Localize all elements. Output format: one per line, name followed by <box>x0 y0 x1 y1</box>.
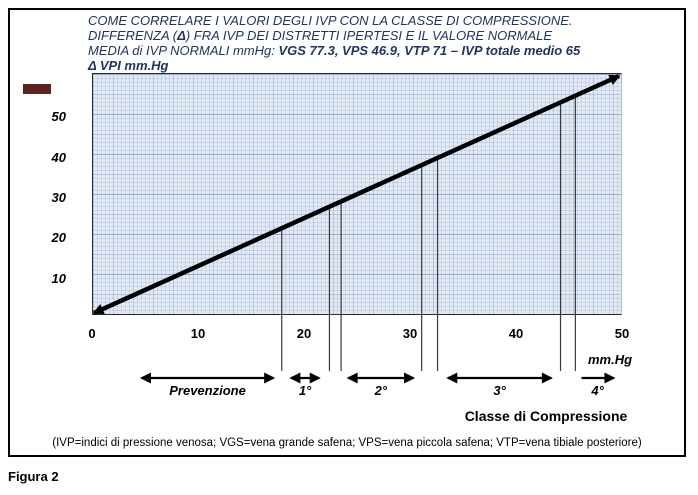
y-axis-title: Δ VPI mm.Hg <box>88 58 169 73</box>
x-unit-label: mm.Hg <box>587 352 633 367</box>
x-axis-title: Classe di Compressione <box>464 408 628 424</box>
figure-border-box: COME CORRELARE I VALORI DEGLI IVP CON LA… <box>8 8 686 457</box>
title-line: COME CORRELARE I VALORI DEGLI IVP CON LA… <box>88 13 573 28</box>
x-tick-label: 40 <box>508 326 524 341</box>
x-tick-label: 0 <box>88 326 96 341</box>
x-tick-label: 30 <box>402 326 418 341</box>
y-tick-label: 20 <box>51 230 66 246</box>
series-line <box>92 73 621 316</box>
y-tick-label: 40 <box>51 149 66 165</box>
delta-vpi-line <box>92 73 621 316</box>
figure-number-label: Figura 2 <box>8 469 59 484</box>
y-tick-label: 10 <box>51 270 66 286</box>
figure-title: COME CORRELARE I VALORI DEGLI IVP CON LA… <box>88 13 673 73</box>
class-label: 1° <box>298 383 312 398</box>
figure-caption: (IVP=indici di pressione venosa; VGS=ven… <box>52 437 642 449</box>
class-label: 4° <box>591 383 604 398</box>
y-tick-label: 50 <box>51 109 66 125</box>
class-label: 2° <box>374 383 388 398</box>
y-tick-label: 30 <box>51 190 66 205</box>
title-line: MEDIA di IVP NORMALI mmHg: VGS 77.3, VPS… <box>88 43 581 58</box>
x-tick-label: 50 <box>614 326 630 341</box>
class-label: 3° <box>493 383 506 398</box>
x-tick-label: 20 <box>296 326 312 341</box>
legend-color-swatch <box>23 84 51 94</box>
class-label: Prevenzione <box>169 383 246 398</box>
x-tick-label: 10 <box>190 326 206 341</box>
title-line: DIFFERENZA (Δ) FRA IVP DEI DISTRETTI IPE… <box>88 28 553 43</box>
drop-lines <box>281 94 576 371</box>
chart-canvas <box>92 73 621 384</box>
